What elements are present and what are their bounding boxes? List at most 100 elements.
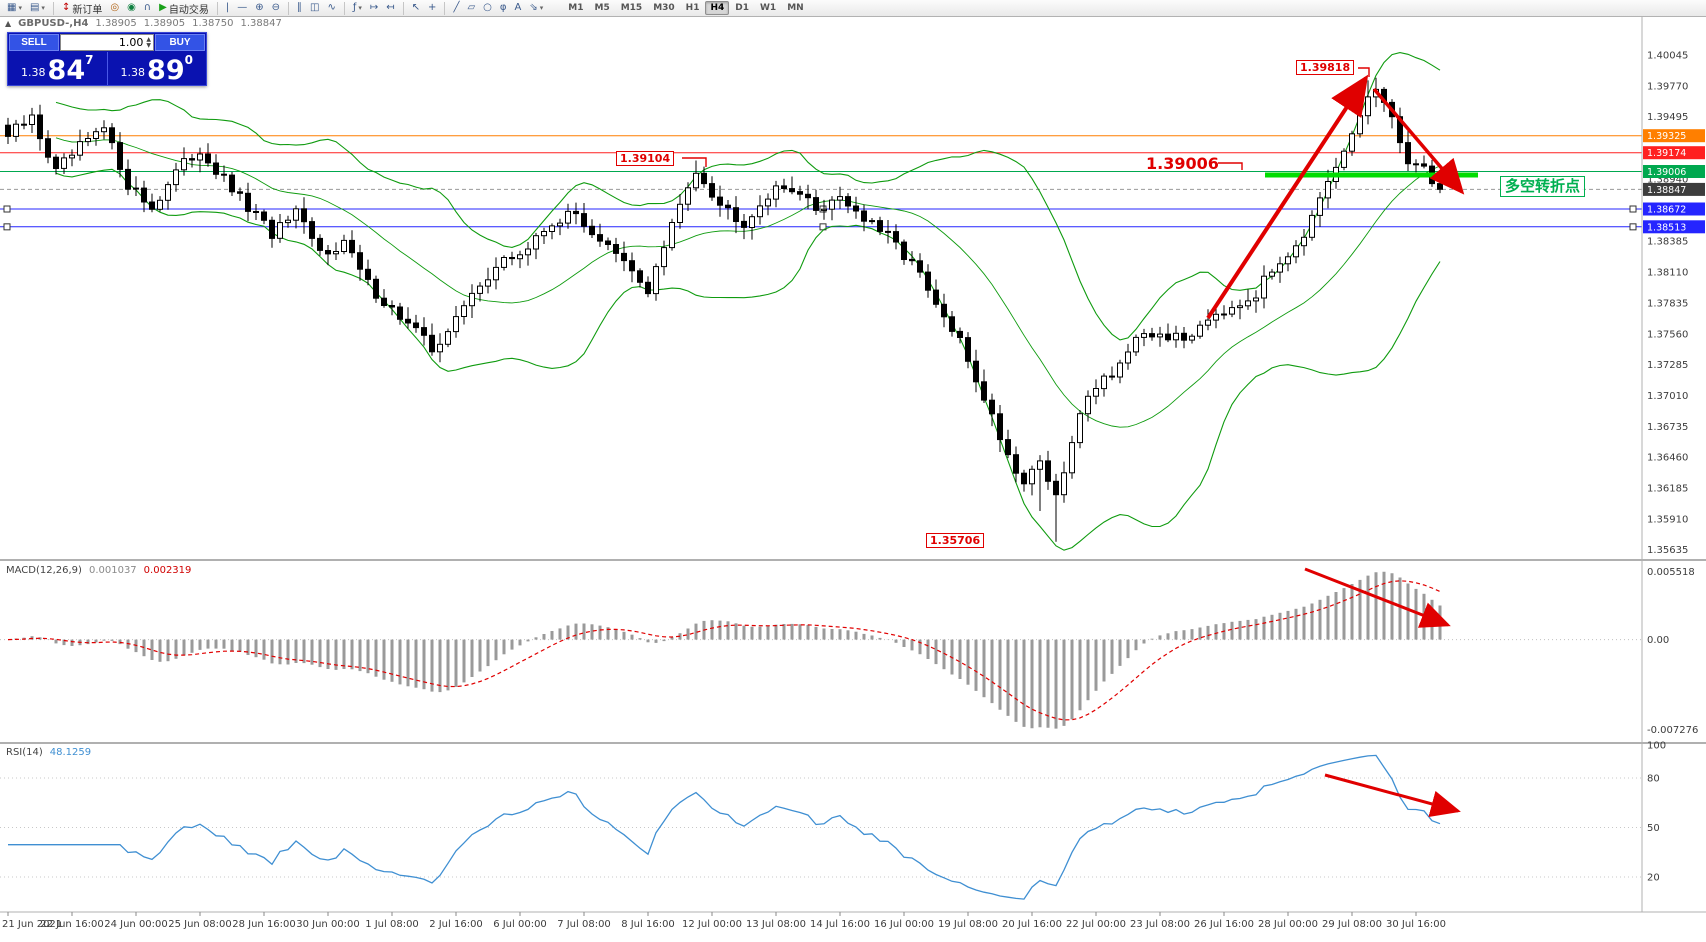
line-handle[interactable] — [3, 223, 11, 231]
timeframe-mn-button[interactable]: MN — [787, 3, 804, 13]
text-tool-button[interactable]: A — [511, 1, 526, 16]
line-handle[interactable] — [3, 205, 11, 213]
main-arrow[interactable] — [1206, 74, 1369, 320]
crosshair-tool-button[interactable]: + — [424, 1, 440, 16]
zoom-in-button[interactable]: ⊕ — [251, 1, 267, 16]
macd-arrow[interactable] — [1304, 567, 1451, 628]
rsi-arrow[interactable] — [1324, 773, 1461, 817]
candlesticks — [5, 77, 1443, 542]
arrow-objects-tool-button[interactable]: ⇘ ▾ — [525, 1, 547, 16]
chart-window[interactable]: 1.40045 1.39770 1.39495 1.38940 1.38385 1.381… — [0, 17, 1706, 938]
ohlc-low: 1.38750 — [192, 18, 234, 29]
timeframe-m15-button[interactable]: M15 — [620, 3, 643, 13]
price-tick-label: 1.37285 — [1647, 360, 1688, 371]
channel-tool-button[interactable]: ▱ — [463, 1, 479, 16]
level-label-bracket — [1218, 162, 1243, 170]
time-tick-label: 23 Jul 08:00 — [1130, 919, 1190, 930]
support-chat-button[interactable]: ∩ — [140, 1, 155, 16]
symbol-name: GBPUSD-,H4 — [18, 18, 89, 29]
support-chat-icon: ∩ — [143, 2, 152, 13]
new-order-button[interactable]: ↕ 新订单 — [58, 1, 106, 16]
time-tick-label: 7 Jul 08:00 — [557, 919, 611, 930]
autotrading-button[interactable]: ▶ 自动交易 — [155, 1, 213, 16]
time-tick-label: 25 Jun 08:00 — [168, 919, 232, 930]
price-level-badge — [1643, 165, 1705, 178]
timeframe-d1-button[interactable]: D1 — [735, 3, 749, 13]
time-tick-label: 22 Jul 00:00 — [1066, 919, 1126, 930]
ohlc-high: 1.38905 — [143, 18, 186, 29]
timeframe-h1-button[interactable]: H1 — [685, 3, 700, 13]
fibonacci-tool-button[interactable]: φ — [496, 1, 511, 16]
ellipse-tool-button[interactable]: ○ — [479, 1, 496, 16]
new-chart-button[interactable]: ▦ ▾ — [3, 1, 26, 16]
line-handle[interactable] — [1629, 205, 1637, 213]
cursor-tool-icon: ↖ — [411, 2, 421, 13]
bar-chart-mode-button[interactable]: ∥ — [293, 1, 306, 16]
indicators-button[interactable]: ƒ ▾ — [349, 1, 366, 16]
volume-value[interactable]: 1.00 — [118, 36, 144, 49]
zoom-out-icon: ⊖ — [271, 2, 280, 13]
arrow-objects-tool-icon: ⇘ — [529, 2, 538, 13]
sell-button[interactable]: SELL — [9, 34, 59, 51]
timeframe-m5-button[interactable]: M5 — [594, 3, 610, 13]
annotation-price-1-35706[interactable]: 1.35706 — [926, 533, 985, 548]
candle-chart-mode-icon: ◫ — [309, 2, 320, 13]
annotation-turning-point[interactable]: 多空转折点 — [1500, 176, 1586, 197]
volume-up-button[interactable]: ▲ — [146, 35, 151, 43]
sell-price[interactable]: 1.38 84 7 — [8, 52, 107, 85]
candle-chart-mode-button[interactable]: ◫ — [306, 1, 323, 16]
macd-signal-value: 0.002319 — [143, 565, 192, 576]
timeframe-m30-button[interactable]: M30 — [653, 3, 675, 13]
annotation-price-1-39006[interactable]: 1.39006 — [1146, 154, 1219, 173]
price-tick-label: 1.36460 — [1647, 453, 1688, 464]
auto-scroll-button[interactable]: ↦ — [366, 1, 382, 16]
cursor-tool-button[interactable]: ↖ — [408, 1, 424, 16]
toolbar-separator — [444, 1, 446, 15]
autotrading-icon: ▶ — [159, 2, 167, 13]
time-tick-label: 20 Jul 16:00 — [1002, 919, 1062, 930]
support-zone-bar[interactable] — [1265, 172, 1478, 178]
one-click-collapse-icon[interactable]: ▲ — [5, 19, 12, 28]
rsi-axis-label: 80 — [1647, 774, 1660, 785]
timeframe-w1-button[interactable]: W1 — [760, 3, 777, 13]
price-tick-label: 1.36185 — [1647, 484, 1688, 495]
horizontal-line-tool-button[interactable]: — — [233, 1, 251, 16]
buy-button[interactable]: BUY — [155, 34, 205, 51]
timeframe-h4-button[interactable]: H4 — [705, 1, 730, 15]
annotation-price-1-39818[interactable]: 1.39818 — [1296, 60, 1355, 75]
mql5-community-button[interactable]: ◎ — [106, 1, 123, 16]
symbol-ohlc-bar: ▲ GBPUSD-,H4 1.38905 1.38905 1.38750 1.3… — [5, 18, 282, 29]
price-tick-label: 1.36735 — [1647, 422, 1688, 433]
vertical-line-tool-button[interactable]: | — [222, 1, 233, 16]
toolbar-separator — [287, 1, 289, 15]
timeframe-bar: M1 M5 M15 M30 H1 H4 D1 W1 MN — [563, 1, 808, 15]
annotation-price-1-39104[interactable]: 1.39104 — [616, 151, 675, 166]
main-arrow[interactable] — [1372, 87, 1465, 195]
timeframe-m1-button[interactable]: M1 — [568, 3, 584, 13]
chart-canvas[interactable]: 1.40045 1.39770 1.39495 1.38940 1.38385 1.381… — [0, 17, 1706, 938]
text-tool-icon: A — [514, 2, 522, 13]
line-handle[interactable] — [1629, 223, 1637, 231]
trend-arrows[interactable] — [1206, 74, 1465, 817]
toolbar-separator — [216, 1, 218, 15]
chart-shift-button[interactable]: ↤ — [382, 1, 398, 16]
trendline-tool-button[interactable]: ╱ — [449, 1, 463, 16]
line-chart-mode-button[interactable]: ∿ — [323, 1, 339, 16]
market-news-button[interactable]: ◉ — [123, 1, 140, 16]
price-tick-label: 1.38110 — [1647, 268, 1688, 279]
time-tick-label: 19 Jul 08:00 — [938, 919, 998, 930]
time-tick-label: 22 Jun 16:00 — [40, 919, 104, 930]
chart-profiles-button[interactable]: ▤ ▾ — [26, 1, 49, 16]
volume-field[interactable]: 1.00 ▲ ▼ — [60, 34, 154, 51]
price-level-badge-label: 1.39006 — [1647, 167, 1686, 178]
volume-down-button[interactable]: ▼ — [146, 41, 151, 49]
current-price-badge — [1643, 182, 1705, 196]
ellipse-tool-icon: ○ — [483, 2, 492, 13]
buy-price[interactable]: 1.38 89 0 — [108, 52, 207, 85]
price-axis[interactable]: 1.40045 1.39770 1.39495 1.38940 1.38385 1.381… — [1643, 51, 1705, 884]
bollinger-middle — [55, 137, 1441, 428]
rsi-axis-label: 50 — [1647, 823, 1660, 834]
zoom-out-button[interactable]: ⊖ — [268, 1, 284, 16]
time-tick-label: 14 Jul 16:00 — [810, 919, 870, 930]
